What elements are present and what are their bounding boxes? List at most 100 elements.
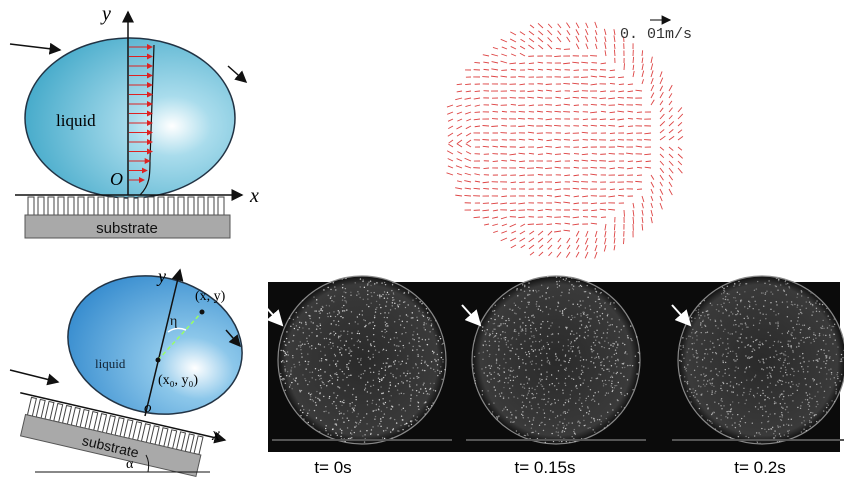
particle — [494, 386, 495, 387]
particle — [729, 302, 730, 303]
particle — [568, 399, 569, 400]
particle — [568, 362, 569, 363]
field-arrow — [547, 30, 552, 35]
particle — [527, 383, 528, 384]
particle — [621, 393, 622, 394]
particle — [808, 402, 809, 403]
particle — [586, 315, 587, 316]
particle — [737, 394, 738, 395]
particle — [590, 389, 591, 390]
particle — [351, 430, 352, 431]
particle — [417, 334, 418, 335]
particle — [337, 377, 338, 378]
field-arrow — [619, 126, 624, 127]
particle — [389, 400, 390, 401]
particle — [430, 383, 431, 384]
particle — [299, 327, 300, 328]
particle — [691, 343, 692, 344]
particle — [727, 413, 728, 414]
field-arrow — [599, 98, 606, 99]
particle — [751, 356, 752, 357]
particle — [515, 354, 516, 355]
particle — [598, 299, 599, 300]
particle — [710, 421, 711, 422]
field-arrow — [529, 245, 534, 249]
particle — [410, 398, 411, 399]
particle — [494, 310, 495, 311]
field-arrow — [660, 121, 665, 126]
field-arrow — [464, 195, 471, 196]
particle — [384, 337, 385, 338]
particle — [792, 393, 793, 394]
particle — [760, 406, 761, 407]
field-arrow — [646, 161, 651, 162]
particle — [556, 281, 557, 282]
particle — [607, 315, 608, 316]
particle — [830, 368, 831, 369]
particle — [608, 380, 609, 381]
particle — [516, 430, 517, 431]
particle — [525, 363, 526, 364]
particle — [377, 425, 378, 426]
particle — [790, 386, 791, 387]
particle — [817, 361, 818, 362]
particle — [554, 399, 555, 400]
particle — [777, 277, 778, 278]
particle — [545, 292, 546, 293]
particle — [553, 425, 554, 426]
particle — [548, 391, 549, 392]
field-arrow — [633, 210, 634, 216]
particle — [708, 314, 709, 315]
particle — [362, 310, 363, 311]
field-arrow — [475, 126, 480, 127]
field-arrow — [501, 39, 507, 42]
particle — [331, 300, 332, 301]
particle — [823, 328, 824, 329]
particle — [285, 352, 286, 353]
particle — [423, 324, 424, 325]
particle — [379, 297, 380, 298]
particle — [356, 416, 357, 417]
particle — [346, 301, 347, 302]
particle — [765, 314, 766, 315]
particle — [607, 425, 608, 426]
particle — [373, 380, 374, 381]
field-arrow — [538, 139, 543, 140]
field-arrow — [501, 231, 507, 233]
particle — [763, 369, 764, 370]
field-arrow — [582, 160, 588, 161]
particle — [579, 397, 580, 398]
particle — [576, 388, 577, 389]
particle — [490, 334, 491, 335]
particle — [792, 282, 793, 283]
particle — [754, 376, 755, 377]
particle — [692, 349, 693, 350]
particle — [615, 415, 616, 416]
particle — [336, 425, 337, 426]
particle — [531, 349, 532, 350]
particle — [837, 378, 838, 379]
particle — [492, 331, 493, 332]
particle — [569, 289, 570, 290]
particle — [616, 347, 617, 348]
particle — [505, 323, 506, 324]
surface-point — [200, 310, 205, 315]
field-arrow — [642, 224, 643, 230]
particle — [524, 340, 525, 341]
particle — [386, 323, 387, 324]
particle — [364, 370, 365, 371]
particle — [394, 344, 395, 345]
particle — [528, 378, 529, 379]
particle — [427, 317, 428, 318]
field-arrow — [465, 112, 471, 114]
particle — [324, 338, 325, 339]
particle — [590, 325, 591, 326]
field-arrow — [601, 63, 606, 64]
particle — [345, 288, 346, 289]
particle — [418, 377, 419, 378]
particle — [785, 367, 786, 368]
particle — [737, 341, 738, 342]
particle — [333, 401, 334, 402]
particle — [424, 402, 425, 403]
particle — [407, 355, 408, 356]
